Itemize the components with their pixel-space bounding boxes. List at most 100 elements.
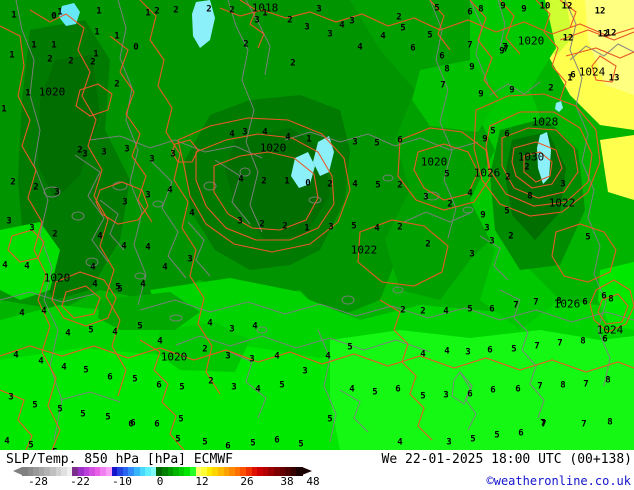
temperature-value: 7 <box>502 42 508 53</box>
temperature-value: 5 <box>375 180 381 191</box>
temperature-value: 12 <box>561 1 573 12</box>
colorbar-swatch <box>89 467 96 476</box>
temperature-value: 0 <box>305 178 311 189</box>
temperature-value: 3 <box>225 351 231 362</box>
colorbar-cap-right <box>302 467 312 475</box>
colorbar-swatch <box>274 467 281 476</box>
temp-band-darkest-3 <box>38 55 100 200</box>
temperature-value: 1 <box>57 7 63 18</box>
temperature-value: 6 <box>602 334 608 345</box>
temperature-value: 8 <box>608 294 614 305</box>
temperature-value: 12 <box>594 6 606 17</box>
colorbar-swatch <box>229 467 236 476</box>
temperature-value: 5 <box>490 126 496 137</box>
temperature-value: 2 <box>508 231 514 242</box>
temperature-value: 5 <box>32 400 38 411</box>
temperature-value: 5 <box>179 382 185 393</box>
colorbar-swatch <box>290 467 297 476</box>
colorbar-swatch <box>246 467 253 476</box>
temperature-value: 5 <box>52 448 57 450</box>
temperature-value: 2 <box>259 219 265 230</box>
colorbar-swatch <box>100 467 107 476</box>
temperature-value: 4 <box>420 349 426 360</box>
temperature-value: 4 <box>140 279 146 290</box>
temperature-value: 3 <box>54 187 60 198</box>
temperature-value: 3 <box>328 222 334 233</box>
temperature-value: 2 <box>33 182 39 193</box>
temperature-value: 9 <box>482 134 488 145</box>
temperature-value: 3 <box>465 347 471 358</box>
colorbar-tick: 48 <box>306 475 320 488</box>
temperature-value: 4 <box>121 241 127 252</box>
temperature-value: 6 <box>490 385 496 396</box>
temperature-value: 7 <box>467 40 473 51</box>
temperature-value: 4 <box>255 384 261 395</box>
isobar-layer <box>0 0 634 450</box>
colorbar-swatch <box>206 467 213 476</box>
colorbar-swatch <box>78 467 85 476</box>
temperature-value: 4 <box>162 262 168 273</box>
temperature-value: 5 <box>420 391 426 402</box>
temperature-value: 1 <box>114 31 120 42</box>
temperature-value: 6 <box>504 129 510 140</box>
temperature-value: 2 <box>397 180 403 191</box>
snow-patch-5 <box>537 132 551 184</box>
snow-patch-6 <box>555 101 563 112</box>
temperature-value: 3 <box>6 216 12 227</box>
temperature-value: 5 <box>105 412 111 423</box>
temperature-value: 4 <box>189 208 195 219</box>
temperature-value: 2 <box>400 305 406 316</box>
temperature-value: 3 <box>149 154 155 165</box>
temperature-value: 4 <box>157 336 163 347</box>
temperature-value: 5 <box>117 284 123 295</box>
temperature-value: 3 <box>29 223 35 234</box>
temperature-value: 4 <box>65 328 71 339</box>
temperature-value: 1 <box>31 40 37 51</box>
temperature-value: 1 <box>94 27 100 38</box>
temperature-value: 6 <box>467 389 473 400</box>
temperature-value: 8 <box>556 296 562 307</box>
temp-patch-a <box>155 322 250 372</box>
temperature-value: 2 <box>206 4 212 15</box>
temperature-value: 4 <box>252 321 258 332</box>
temperature-value: 6 <box>487 345 493 356</box>
weather-map-canvas[interactable]: 1 1 1 1 0 0 2 2 3 3 2 3 2 5 6 8 9 9 10 12 12 1 1 1 1 2 2 1 1 2 2 1 2 2 1 0 1… <box>0 0 634 450</box>
temperature-colorbar[interactable] <box>13 467 312 476</box>
isobar-label: 1020 <box>43 271 71 285</box>
colorbar-swatch <box>145 467 152 476</box>
colorbar-tick: -28 <box>28 475 48 488</box>
temperature-value: 3 <box>145 190 151 201</box>
temperature-value: 5 <box>347 342 353 353</box>
temperature-value: 2 <box>243 39 249 50</box>
temperature-value: 2 <box>261 176 267 187</box>
colorbar-swatch <box>61 467 68 476</box>
temperature-value: 5 <box>444 169 450 180</box>
temperature-value: 4 <box>349 384 355 395</box>
temperature-value: 5 <box>511 344 517 355</box>
temperature-value: 6 <box>439 51 445 62</box>
isobar-label: 1030 <box>517 150 545 164</box>
temperature-value: 6 <box>225 441 231 450</box>
temp-band-yellow-4 <box>600 135 634 200</box>
colorbar-tick: -10 <box>112 475 132 488</box>
colorbar-swatch <box>257 467 264 476</box>
temperature-value: 5 <box>585 232 591 243</box>
temperature-value: 2 <box>548 83 554 94</box>
colorbar-swatch <box>94 467 101 476</box>
temperature-value: 3 <box>237 216 243 227</box>
colorbar-swatch <box>38 467 45 476</box>
temperature-value: 4 <box>274 351 280 362</box>
temp-patch-b <box>412 60 500 132</box>
temperature-value: 0 <box>51 11 57 22</box>
temperature-value: 9 <box>499 46 505 57</box>
isobar-label: 1022 <box>350 243 378 257</box>
temperature-value: 3 <box>242 127 248 138</box>
temperature-value: 3 <box>484 223 490 234</box>
temperature-value: 3 <box>249 354 255 365</box>
copyright-credit[interactable]: ©weatheronline.co.uk <box>486 474 632 488</box>
temperature-value: 8 <box>444 64 450 75</box>
colorbar-swatch <box>223 467 230 476</box>
colorbar-swatch <box>50 467 57 476</box>
colorbar-swatch <box>218 467 225 476</box>
isobar-label: 1028 <box>531 115 559 129</box>
